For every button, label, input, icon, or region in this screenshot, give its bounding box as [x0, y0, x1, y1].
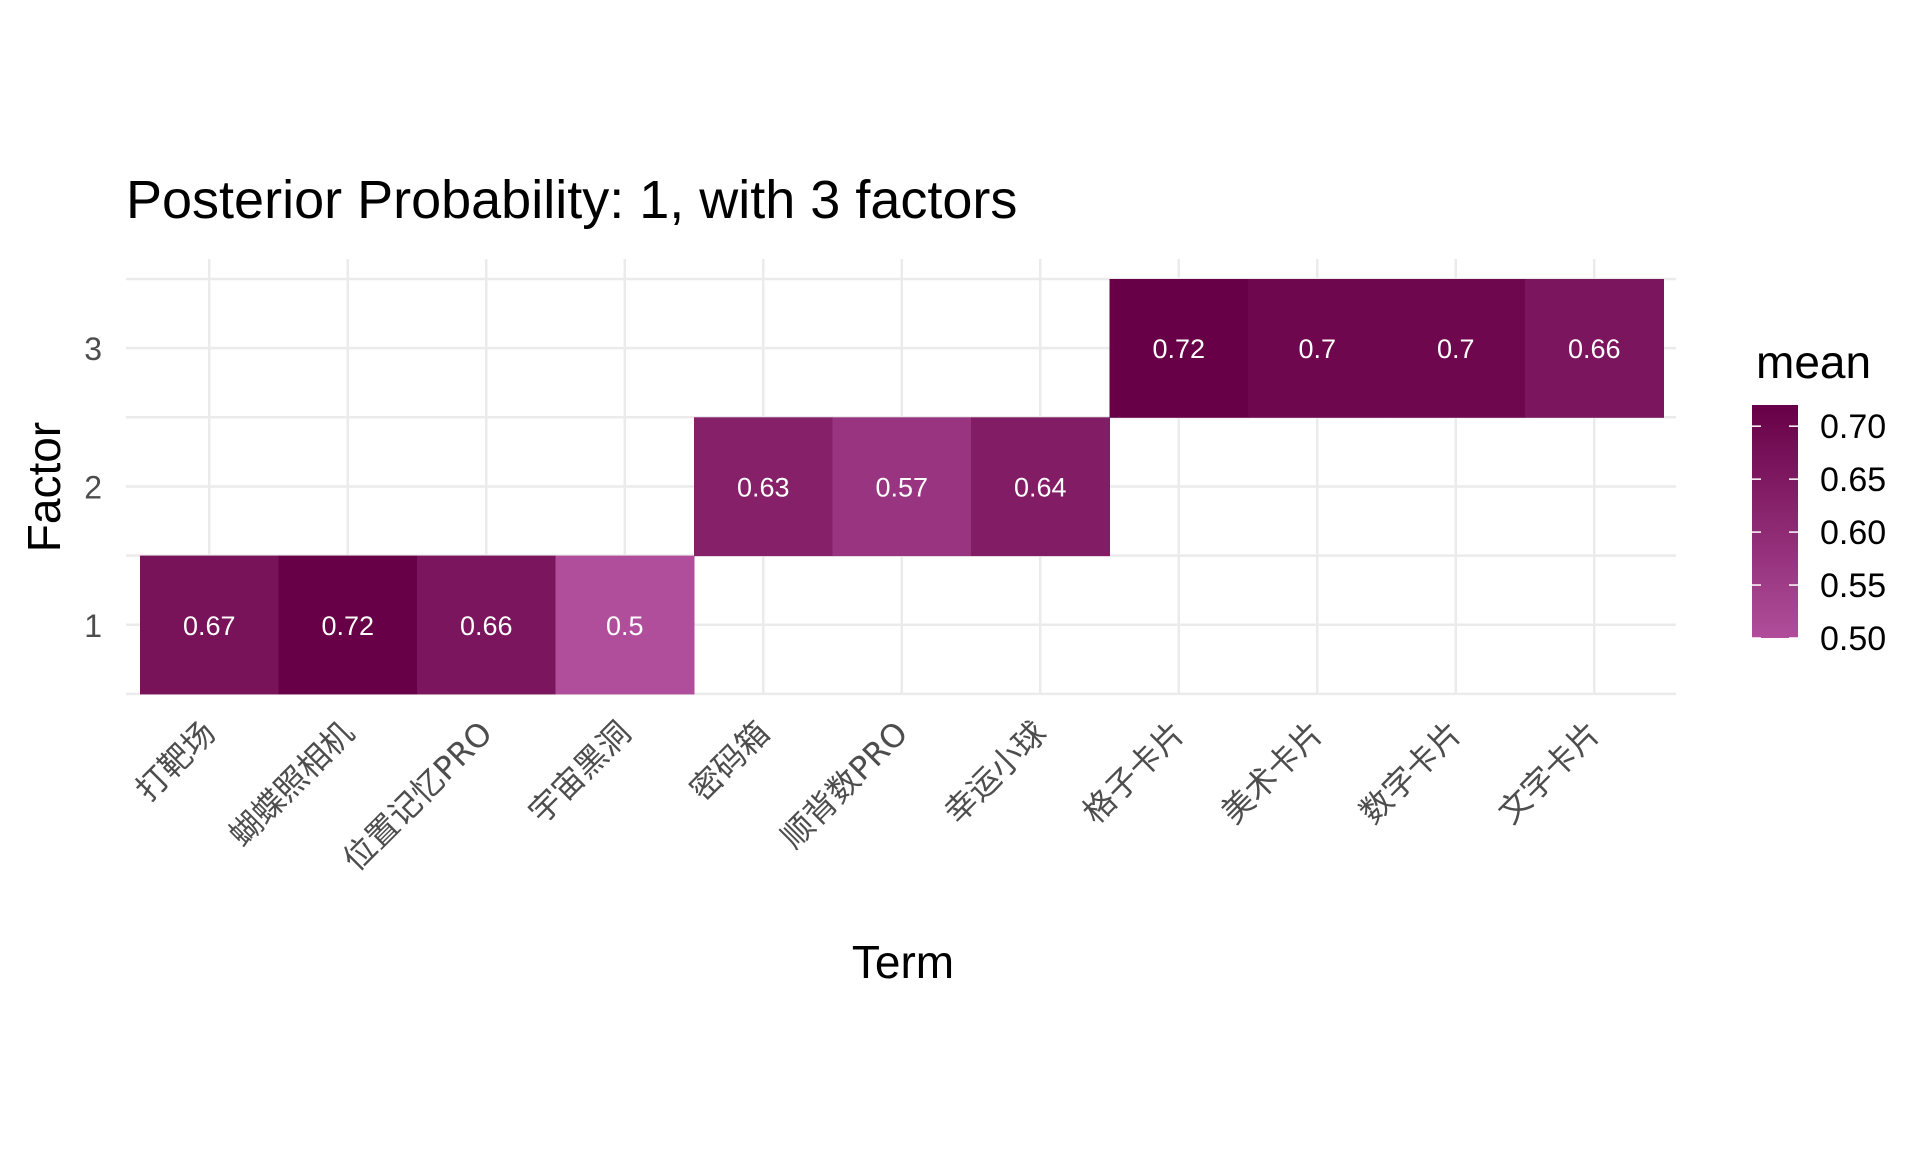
- heatmap-cell: [694, 417, 833, 557]
- legend-tick-label: 0.70: [1820, 408, 1886, 446]
- x-tick-label: 数字卡片: [1352, 714, 1469, 831]
- y-axis-title: Factor: [18, 422, 70, 552]
- y-tick-label: 3: [84, 331, 102, 367]
- heatmap-cell: [555, 555, 695, 695]
- chart-title: Posterior Probability: 1, with 3 factors: [126, 170, 1017, 230]
- y-tick-label: 2: [84, 469, 102, 505]
- x-tick-label: 格子卡片: [1075, 714, 1192, 831]
- heatmap-cell: [417, 555, 556, 695]
- heatmap-cell: [278, 555, 418, 695]
- legend-tick-label: 0.50: [1820, 620, 1886, 658]
- legend-tick-label: 0.65: [1820, 461, 1886, 499]
- heatmap-cell: [140, 555, 279, 695]
- cell-value-label: 0.67: [183, 611, 236, 641]
- legend-ticks: 0.50 0.55 0.60 0.65 0.70: [1752, 408, 1886, 658]
- x-tick-label: 密码箱: [682, 714, 777, 809]
- heatmap-cell: [1386, 279, 1526, 418]
- legend-title: mean: [1756, 336, 1871, 388]
- cell-value-label: 0.7: [1437, 334, 1475, 364]
- legend-tick-label: 0.55: [1820, 567, 1886, 605]
- color-legend: mean 0.50 0.55 0.60 0.65 0.70: [1752, 336, 1886, 658]
- x-tick-label: 位置记忆PRO: [335, 714, 500, 879]
- heatmap-cell: [1248, 279, 1387, 418]
- legend-tick-label: 0.60: [1820, 514, 1886, 552]
- cell-value-label: 0.64: [1014, 472, 1067, 502]
- cell-value-label: 0.72: [1152, 334, 1205, 364]
- cell-value-label: 0.57: [875, 472, 928, 502]
- x-tick-label: 文字卡片: [1491, 714, 1608, 831]
- heatmap-cell: [971, 417, 1110, 557]
- x-tick-label: 顺背数PRO: [773, 714, 915, 856]
- y-tick-label: 1: [84, 608, 102, 644]
- heatmap-cell: [832, 417, 972, 557]
- cell-value-label: 0.7: [1298, 334, 1336, 364]
- cell-value-label: 0.66: [460, 611, 513, 641]
- cell-value-label: 0.72: [321, 611, 374, 641]
- x-axis-title: Term: [852, 936, 954, 988]
- x-tick-label: 打靶场: [128, 714, 223, 809]
- cell-value-label: 0.66: [1568, 334, 1621, 364]
- heatmap-cell: [1109, 279, 1249, 418]
- legend-color-bar: [1752, 405, 1798, 638]
- x-tick-label: 蝴蝶照相机: [221, 714, 361, 854]
- x-tick-label: 宇宙黑洞: [521, 714, 638, 831]
- x-tick-label: 幸运小球: [937, 714, 1054, 831]
- heatmap-cells: 0.67 0.72 0.66 0.5 0.63 0.57 0.64 0.72 0.7 0.7 0.6…: [140, 279, 1664, 695]
- x-tick-label: 美术卡片: [1214, 714, 1331, 831]
- heatmap-cell: [1525, 279, 1664, 418]
- cell-value-label: 0.5: [606, 611, 644, 641]
- cell-value-label: 0.63: [737, 472, 790, 502]
